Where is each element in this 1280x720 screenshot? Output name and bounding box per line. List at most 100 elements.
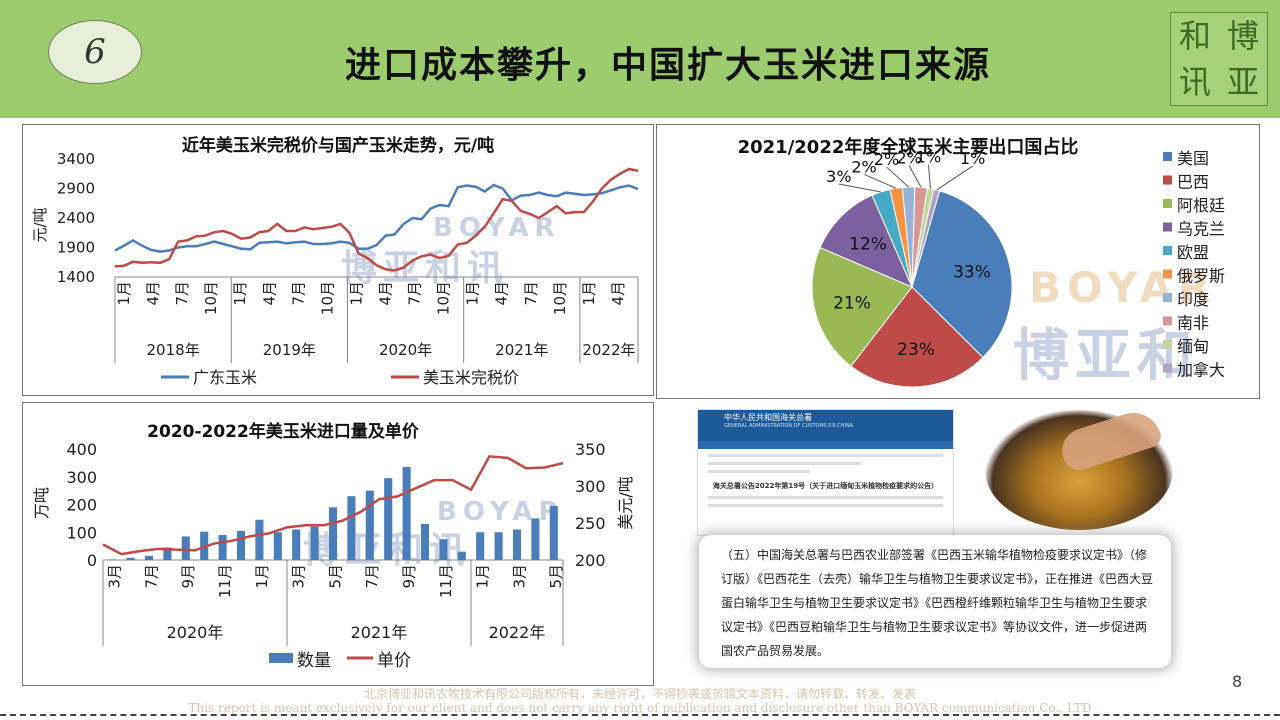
x-tick-label: 5月	[547, 564, 565, 589]
bar	[163, 547, 172, 560]
x-tick-label: 4月	[260, 281, 278, 306]
legend-swatch	[1163, 269, 1172, 279]
legend-swatch	[1163, 246, 1172, 255]
x-tick-label: 10月	[202, 281, 220, 315]
bar	[310, 526, 319, 560]
line-chart-svg: 3400 2900 2400 1900 1400 元/吨 1月 4月 7月 10月 1月 4月 7月 10…	[31, 150, 639, 387]
x-tick-label: 1月	[347, 281, 365, 306]
x-tick-label: 5月	[326, 564, 344, 589]
bar	[457, 551, 466, 560]
data-label: 1%	[960, 149, 985, 168]
x-tick-label: 1月	[474, 564, 492, 589]
series-line	[102, 455, 564, 556]
leader-line	[863, 173, 897, 189]
leader-line	[838, 183, 881, 193]
year-group-label: 2019年	[263, 341, 316, 359]
x-tick-label: 4月	[493, 281, 511, 306]
x-tick-label: 7月	[363, 564, 381, 589]
y-tick-label: 200	[66, 496, 97, 515]
notice-line	[708, 470, 810, 473]
data-label: 3%	[826, 167, 851, 186]
pie-chart-panel: BOYAR 博亚和讯 2021/2022年度全球玉米主要出口国占比 33% 23%…	[656, 124, 1260, 399]
year-group-label: 2020年	[167, 623, 224, 642]
y-tick-label: 400	[66, 440, 97, 459]
x-tick-label: 7月	[289, 281, 307, 306]
y2-axis-label: 美元/吨	[616, 476, 635, 529]
x-tick-label: 7月	[406, 281, 424, 306]
y2-tick-label: 350	[575, 440, 606, 459]
bar	[494, 532, 503, 560]
watermark-en: BOYAR	[1029, 263, 1217, 312]
bar	[365, 490, 374, 560]
bar	[384, 478, 393, 560]
legend-label: 美玉米完税价	[423, 368, 519, 387]
x-tick-label: 4月	[609, 281, 627, 306]
y-axis-label: 万吨	[32, 487, 51, 519]
leader-line	[927, 164, 931, 189]
year-group-label: 2021年	[495, 341, 548, 359]
bar	[126, 557, 135, 560]
x-tick-label: 1月	[231, 281, 249, 306]
x-tick-label: 10月	[318, 281, 336, 315]
page-number: 8	[1232, 672, 1243, 691]
legend-label: 数量	[297, 651, 331, 671]
data-label: 23%	[897, 340, 935, 360]
footer-copyright-en: This report is meant exclusively for our…	[188, 701, 1092, 715]
data-label: 1%	[916, 148, 941, 167]
y2-tick-label: 300	[575, 477, 606, 496]
legend-label: 俄罗斯	[1177, 267, 1225, 286]
notice-header: 中华人民共和国海关总署 GENERAL ADMINISTRATION OF CU…	[698, 410, 953, 441]
bar	[328, 507, 338, 560]
chart-title: 近年美玉米完税价与国产玉米走势，元/吨	[181, 136, 495, 156]
watermark-cn: 博亚和讯	[1013, 324, 1199, 389]
data-label: 12%	[849, 234, 887, 254]
footer-divider	[0, 714, 1280, 716]
pie-slice	[819, 194, 913, 288]
y2-tick-label: 200	[575, 551, 606, 570]
legend-label: 阿根廷	[1177, 196, 1225, 215]
legend-swatch	[269, 653, 293, 663]
data-label: 2%	[874, 150, 899, 169]
legend-swatch	[1163, 293, 1172, 302]
x-tick-label: 7月	[522, 281, 540, 306]
data-label: 21%	[833, 294, 871, 314]
x-tick-label: 1月	[115, 281, 133, 306]
y2-tick-label: 250	[575, 514, 606, 533]
bar	[255, 519, 264, 560]
y-tick-label: 1400	[57, 268, 95, 286]
customs-notice-screenshot: 中华人民共和国海关总署 GENERAL ADMINISTRATION OF CU…	[697, 409, 954, 536]
notice-org-en: GENERAL ADMINISTRATION OF CUSTOMS.P.R.CH…	[724, 423, 853, 429]
x-tick-label: 3月	[510, 564, 528, 589]
legend-swatch	[1163, 175, 1172, 185]
bar-chart-panel: BOYAR 博亚和讯 2020-2022年美玉米进口量及单价 400300200…	[22, 402, 654, 686]
data-label: 33%	[953, 262, 991, 282]
legend-label: 广东玉米	[193, 368, 257, 387]
bar-chart-svg: 400 300 200 100 0 350 300 250 200 万吨 美元/吨 3月 7月 9月 11月…	[32, 440, 635, 671]
legend-swatch	[1163, 340, 1172, 349]
bar	[218, 535, 227, 560]
y-tick-label: 300	[66, 468, 97, 487]
legend-label: 南非	[1177, 314, 1209, 333]
legend-swatch	[1163, 222, 1172, 232]
leader-line	[908, 165, 922, 188]
legend-swatch	[1163, 363, 1172, 373]
year-group-label: 2020年	[379, 341, 432, 359]
legend-label: 印度	[1177, 290, 1209, 309]
logo-char: 和	[1178, 17, 1211, 55]
slide-number-badge: 6	[48, 20, 142, 84]
y-tick-label: 0	[87, 551, 97, 570]
legend-label: 单价	[377, 651, 411, 671]
bar	[292, 529, 301, 560]
y-tick-label: 2900	[57, 180, 95, 198]
year-group-label: 2022年	[582, 341, 635, 359]
x-tick-label: 1月	[464, 281, 482, 306]
bar	[439, 539, 448, 560]
x-tick-label: 11月	[216, 564, 234, 598]
bar	[108, 559, 117, 560]
year-group-label: 2021年	[351, 623, 408, 642]
x-tick-label: 9月	[179, 564, 197, 589]
pie-slice	[811, 246, 913, 367]
x-tick-label: 4月	[144, 281, 162, 306]
legend-label: 加拿大	[1177, 361, 1225, 380]
notice-line	[708, 504, 943, 507]
